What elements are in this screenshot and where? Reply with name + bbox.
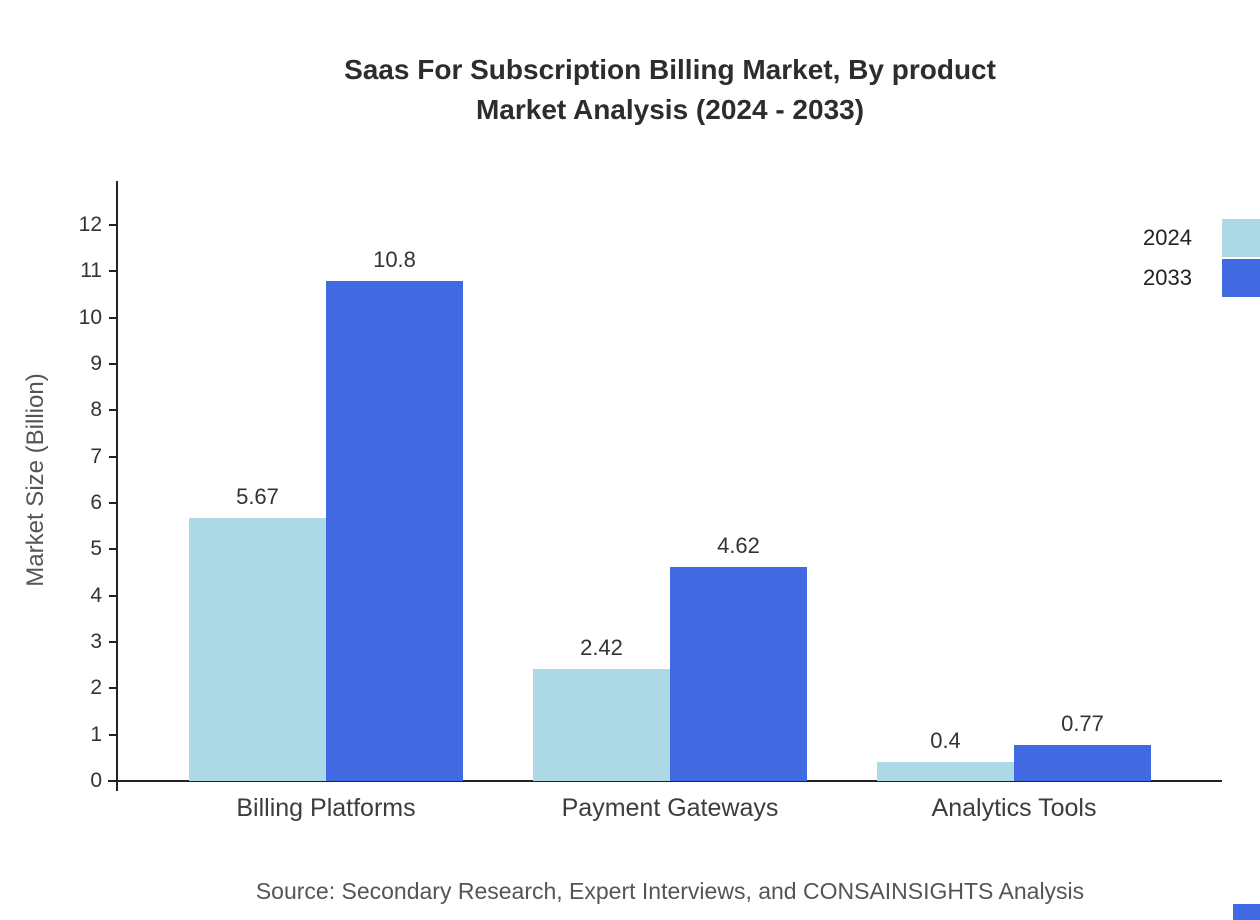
y-tick-mark (109, 594, 118, 597)
y-tick-mark (109, 641, 118, 643)
y-tick-mark (109, 780, 118, 782)
y-tick-mark (109, 548, 118, 551)
y-tick-label: 11 (80, 259, 102, 283)
bar-2024-billing-platforms (189, 518, 326, 781)
legend-item-2033: 2033 (1143, 259, 1260, 297)
y-tick-label: 5 (90, 537, 102, 561)
y-tick-mark (109, 316, 118, 319)
y-tick-label: 3 (90, 630, 102, 653)
x-axis-line (108, 780, 1222, 782)
bar-2033-billing-platforms (326, 280, 463, 781)
chart-title: Saas For Subscription Billing Market, By… (80, 50, 1260, 130)
chart-title-line1: Saas For Subscription Billing Market, By… (344, 54, 996, 85)
bar-value-label: 2.42 (580, 634, 623, 660)
bar-2033-payment-gateways (670, 566, 807, 781)
bar-value-label: 5.67 (236, 484, 279, 510)
y-tick-label: 10 (78, 305, 102, 329)
y-tick-mark (109, 733, 118, 736)
bar-value-label: 0.77 (1061, 711, 1104, 737)
corner-accent (1233, 904, 1260, 920)
y-tick-label: 12 (78, 213, 102, 236)
y-tick-mark (109, 270, 118, 273)
y-tick-label: 1 (90, 722, 102, 746)
y-tick-mark (109, 455, 118, 458)
bar-2033-analytics-tools (1014, 745, 1151, 781)
source-text: Source: Secondary Research, Expert Inter… (255, 878, 1085, 904)
y-tick-label: 4 (90, 583, 102, 607)
bar-value-label: 4.62 (717, 532, 760, 558)
x-category-label: Analytics Tools (931, 794, 1097, 822)
y-tick-mark (109, 502, 118, 504)
chart-title-line2: Market Analysis (2024 - 2033) (475, 94, 865, 125)
y-tick-label: 8 (90, 398, 102, 422)
bar-2024-analytics-tools (877, 762, 1014, 781)
y-axis-line (116, 181, 118, 791)
y-tick-mark (109, 687, 118, 690)
x-category-label: Billing Platforms (236, 794, 416, 822)
y-tick-mark (109, 363, 118, 365)
legend: 2024 2033 (1143, 219, 1260, 299)
legend-label: 2033 (1143, 265, 1192, 290)
bar-2024-payment-gateways (533, 668, 670, 781)
legend-swatch (1222, 259, 1260, 297)
y-tick-label: 9 (90, 352, 102, 375)
legend-label: 2024 (1143, 225, 1192, 250)
legend-swatch (1222, 219, 1260, 257)
y-tick-mark (109, 224, 118, 226)
bar-value-label: 0.4 (930, 728, 961, 754)
x-category-label: Payment Gateways (561, 794, 779, 822)
y-tick-label: 7 (90, 444, 102, 468)
y-tick-label: 2 (90, 676, 102, 700)
legend-item-2024: 2024 (1143, 219, 1260, 257)
y-tick-label: 0 (90, 769, 102, 792)
y-tick-label: 6 (90, 491, 102, 514)
bar-value-label: 10.8 (373, 246, 416, 272)
y-tick-mark (109, 409, 118, 412)
